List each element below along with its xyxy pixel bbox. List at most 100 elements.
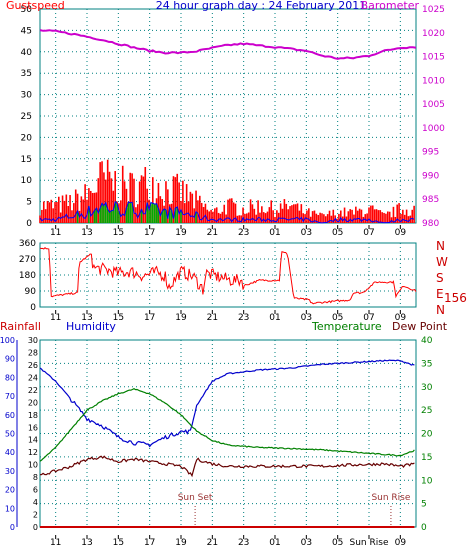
temperature-y-axis: 40 35 30 25 20 15 10 5 0 — [421, 336, 433, 533]
rainfall-tick-label: 20 — [28, 398, 38, 407]
compass-label: N — [436, 303, 445, 317]
chart-title: 24 hour graph day : 24 February 2011 — [156, 0, 367, 12]
wind-x-label: 09 — [395, 228, 407, 238]
temperature-x-label: 13 — [81, 538, 92, 548]
gust-bars — [39, 159, 415, 223]
humidity-tick-label: 30 — [5, 467, 15, 476]
gustspeed-label: Gustspeed — [6, 0, 65, 12]
direction-y-axis: 360 270 180 90 0 — [19, 239, 36, 313]
barometer-tick-label: 1005 — [422, 100, 445, 110]
barometer-label: Barometer — [361, 0, 420, 12]
temperature-humidity-panel: Sun Set Sun Rise 302826242220181614121086… — [0, 320, 448, 548]
direction-x-label: 07 — [363, 313, 374, 323]
sun-events: Sun Set Sun Rise — [178, 493, 411, 527]
barometer-y-axis: 1025 1020 1015 1010 1005 1000 995 990 985 980 — [422, 5, 445, 229]
direction-x-label: 11 — [50, 313, 61, 323]
gust-tick-label: 20 — [21, 133, 33, 143]
temperature-x-label: 19 — [175, 538, 187, 548]
temperature-tick-label: 5 — [421, 500, 427, 510]
temperature-label: Temperature — [311, 320, 382, 333]
humidity-line — [39, 359, 415, 448]
temperature-x-label: 17 — [144, 538, 155, 548]
humidity-label: Humidity — [66, 320, 116, 333]
windspeed-line — [39, 200, 415, 224]
temperature-x-label: Sun Rise — [350, 538, 389, 548]
temperature-tick-label: 35 — [421, 359, 432, 369]
temperature-x-label: 03 — [301, 538, 312, 548]
barometer-tick-label: 995 — [422, 148, 439, 158]
barometer-tick-label: 1010 — [422, 76, 445, 86]
direction-tick-label: 180 — [19, 271, 36, 281]
dewpoint-line — [39, 455, 415, 478]
gust-tick-label: 30 — [21, 91, 33, 101]
rainfall-tick-label: 24 — [28, 373, 38, 382]
humidity-tick-label: 60 — [5, 411, 15, 420]
rainfall-tick-label: 10 — [28, 461, 38, 470]
wind-x-label: 13 — [81, 228, 92, 238]
wind-x-label: 19 — [175, 228, 187, 238]
humidity-tick-label: 90 — [5, 355, 15, 364]
barometer-tick-label: 1000 — [422, 124, 445, 134]
temperature-x-label: 05 — [332, 538, 343, 548]
direction-x-label: 17 — [144, 313, 155, 323]
compass-label: N — [436, 239, 445, 253]
barometer-tick-label: 1015 — [422, 53, 445, 63]
rainfall-tick-label: 30 — [28, 336, 38, 345]
wind-x-label: 21 — [207, 228, 218, 238]
temperature-x-label: 01 — [269, 538, 280, 548]
compass-label: E — [436, 287, 444, 301]
temperature-tick-label: 25 — [421, 406, 432, 416]
temperature-x-label: 15 — [113, 538, 124, 548]
event-label: Sun Set — [178, 493, 213, 503]
temperature-tick-label: 0 — [421, 523, 427, 533]
wind-x-label: 01 — [269, 228, 280, 238]
compass-label: W — [436, 255, 448, 269]
barometer-tick-label: 1025 — [422, 5, 445, 15]
gust-tick-label: 50 — [21, 5, 33, 15]
direction-x-label: 21 — [207, 313, 218, 323]
barometer-line — [39, 29, 417, 60]
direction-tick-label: 90 — [25, 287, 37, 297]
temperature-tick-label: 20 — [421, 430, 433, 440]
humidity-tick-label: 80 — [5, 373, 15, 382]
temperature-x-label: 11 — [50, 538, 61, 548]
rainfall-tick-label: 2 — [33, 511, 38, 520]
direction-grid — [40, 242, 416, 308]
direction-x-label: 01 — [269, 313, 280, 323]
direction-tick-label: 0 — [30, 303, 36, 313]
direction-x-label: 03 — [301, 313, 312, 323]
temperature-line — [39, 388, 415, 462]
rainfall-tick-label: 12 — [28, 448, 38, 457]
rainfall-tick-label: 0 — [33, 523, 38, 532]
gust-tick-label: 25 — [21, 112, 32, 122]
direction-x-label: 15 — [113, 313, 124, 323]
compass-label: S — [436, 271, 444, 285]
temperature-tick-label: 40 — [421, 336, 433, 346]
barometer-tick-label: 1020 — [422, 29, 445, 39]
direction-tick-label: 270 — [19, 255, 36, 265]
humidity-tick-label: 10 — [5, 504, 15, 513]
temperature-tick-label: 10 — [421, 476, 433, 486]
direction-x-label: 23 — [238, 313, 249, 323]
rainfall-tick-label: 22 — [28, 386, 38, 395]
wind-x-label: 05 — [332, 228, 343, 238]
current-direction: 156° — [444, 291, 468, 305]
wind-x-label: 15 — [113, 228, 124, 238]
gust-tick-label: 5 — [26, 198, 32, 208]
barometer-tick-label: 980 — [422, 219, 439, 229]
rainfall-tick-label: 4 — [33, 498, 38, 507]
rainfall-tick-label: 26 — [28, 361, 38, 370]
rainfall-tick-label: 16 — [28, 423, 38, 432]
humidity-tick-label: 70 — [5, 392, 15, 401]
gust-tick-label: 40 — [21, 48, 33, 58]
wind-x-label: 07 — [363, 228, 374, 238]
gust-tick-label: 35 — [21, 69, 32, 79]
direction-x-label: 13 — [81, 313, 92, 323]
barometer-tick-label: 990 — [422, 171, 439, 181]
